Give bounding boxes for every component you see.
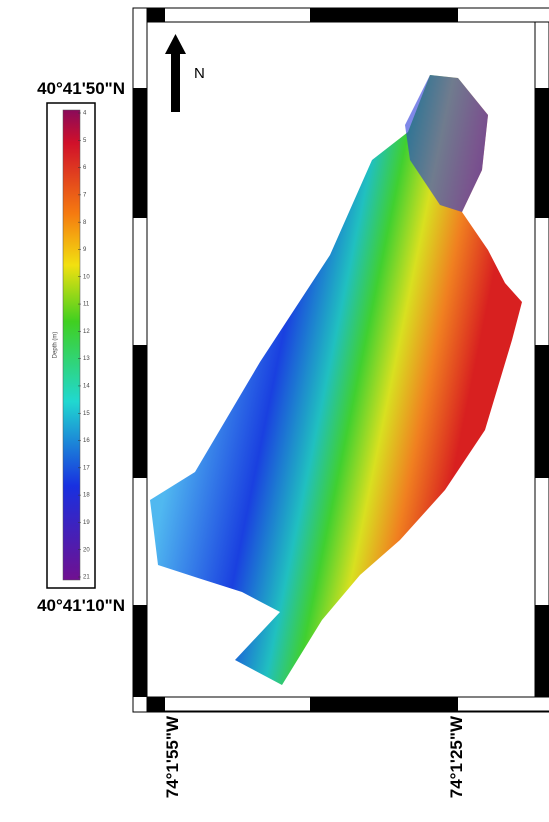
colorbar-tick-label: 19 (83, 520, 90, 526)
colorbar (63, 110, 80, 580)
colorbar-tick-label: 10 (83, 274, 90, 280)
colorbar-tick-label: 16 (83, 438, 90, 444)
colorbar-tick-label: 14 (83, 384, 90, 390)
colorbar-tick-label: 18 (83, 493, 90, 499)
lon-label: 74°1'55"W (163, 715, 182, 798)
lon-label: 74°1'25"W (447, 715, 466, 798)
colorbar-title: Depth (m) (53, 332, 59, 359)
north-label: N (194, 65, 205, 82)
colorbar-tick-label: 20 (83, 547, 90, 553)
colorbar-tick-label: 15 (83, 411, 90, 417)
colorbar-tick-label: 13 (83, 356, 90, 362)
colorbar-tick-label: 11 (83, 302, 90, 308)
lat-label: 40°41'50"N (37, 79, 125, 98)
colorbar-tick-label: 12 (83, 329, 90, 335)
colorbar-tick-label: 17 (83, 465, 90, 471)
map-figure: N 40°41'50"N 40°41'10"N 74°1'55"W 74°1'2… (0, 0, 549, 822)
lat-label: 40°41'10"N (37, 596, 125, 615)
colorbar-tick-label: 21 (83, 575, 90, 581)
